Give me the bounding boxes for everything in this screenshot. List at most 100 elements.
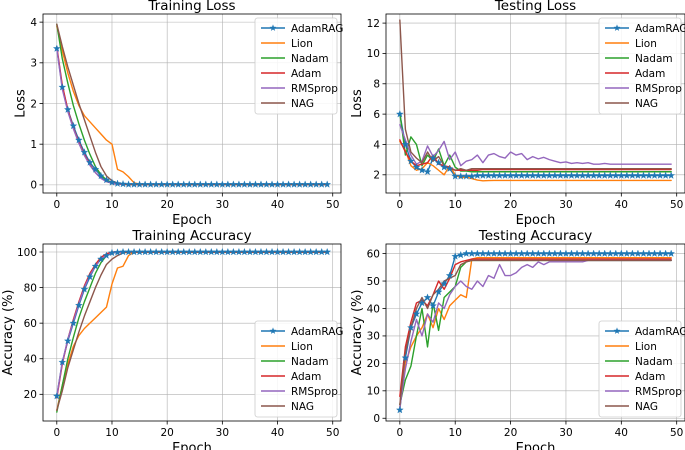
data-point-adamrag	[69, 319, 78, 327]
y-tick-label: 100	[17, 247, 37, 259]
x-tick-label: 30	[559, 199, 572, 211]
data-point-adamrag	[467, 172, 476, 180]
y-tick-label: 50	[367, 276, 380, 288]
data-point-adamrag	[323, 247, 332, 256]
x-tick-label: 10	[449, 199, 462, 211]
chart-title: Testing Accuracy	[478, 228, 592, 244]
x-tick-label: 30	[216, 427, 229, 439]
y-tick-label: 3	[30, 58, 37, 70]
data-point-adamrag	[667, 171, 675, 179]
data-point-adamrag	[58, 83, 67, 91]
data-point-adamrag	[456, 250, 465, 259]
y-tick-label: 2	[30, 98, 37, 110]
x-tick-label: 40	[615, 199, 628, 211]
chart-title: Testing Loss	[494, 0, 576, 14]
data-point-adamrag	[423, 293, 432, 301]
legend-label-nadam: Nadam	[291, 53, 329, 65]
x-tick-label: 0	[53, 427, 60, 439]
data-point-adamrag	[407, 157, 415, 165]
data-point-adamrag	[113, 179, 122, 187]
x-tick-label: 50	[670, 199, 683, 211]
x-tick-label: 0	[396, 427, 403, 439]
x-tick-label: 40	[271, 199, 284, 211]
data-point-adamrag	[97, 171, 105, 180]
legend-box	[598, 17, 682, 115]
axes-frame	[385, 243, 685, 422]
data-point-adamrag	[434, 158, 443, 166]
data-point-adamrag	[451, 252, 460, 260]
data-point-adamrag	[423, 167, 432, 176]
data-point-adamrag	[86, 272, 94, 281]
y-tick-label: 0	[373, 413, 380, 425]
legend: AdamRAG Lion Nadam Adam RMSprop NAG	[598, 320, 685, 418]
y-tick-label: 40	[367, 303, 380, 315]
legend-label-adam: Adam	[635, 68, 665, 80]
x-axis-label: Epoch	[172, 213, 212, 228]
data-point-adamrag	[119, 180, 127, 188]
y-tick-label: 20	[367, 358, 380, 370]
data-point-adamrag	[412, 163, 421, 171]
legend: AdamRAG Lion Nadam Adam RMSprop NAG	[254, 320, 343, 418]
legend-marker-adamrag	[269, 327, 277, 334]
x-tick-label: 0	[396, 199, 403, 211]
y-tick-label: 1	[30, 139, 37, 151]
data-point-adamrag	[91, 165, 100, 173]
data-point-adamrag	[396, 110, 404, 118]
legend-label-adamrag: AdamRAG	[291, 23, 343, 35]
series-line-rmsprop	[399, 124, 672, 167]
data-point-adamrag	[58, 358, 67, 366]
data-point-adamrag	[412, 309, 421, 318]
y-tick-label: 30	[367, 331, 380, 343]
legend-label-lion: Lion	[635, 38, 657, 50]
y-tick-label: 2	[373, 170, 380, 182]
data-point-adamrag	[445, 271, 454, 279]
y-tick-label: 60	[24, 318, 37, 330]
data-point-adamrag	[52, 392, 61, 400]
legend-label-lion: Lion	[291, 341, 313, 353]
x-tick-label: 30	[559, 427, 572, 439]
data-point-adamrag	[401, 353, 410, 362]
data-point-adamrag	[108, 178, 116, 186]
legend-label-nadam: Nadam	[635, 53, 673, 65]
legend-label-adam: Adam	[291, 68, 321, 80]
legend: AdamRAG Lion Nadam Adam RMSprop NAG	[598, 17, 685, 115]
x-tick-label: 20	[160, 427, 173, 439]
legend-label-lion: Lion	[635, 341, 657, 353]
x-axis-label: Epoch	[516, 441, 556, 450]
data-point-adamrag	[396, 405, 404, 414]
legend-label-rmsprop: RMSprop	[291, 83, 338, 95]
x-axis-label: Epoch	[516, 213, 556, 228]
data-point-adamrag	[667, 249, 675, 257]
series-layer	[396, 249, 675, 414]
legend-label-nadam: Nadam	[635, 356, 673, 368]
data-point-adamrag	[429, 154, 437, 162]
x-tick-label: 40	[271, 427, 284, 439]
legend-label-nag: NAG	[291, 401, 314, 413]
data-point-adamrag	[75, 136, 83, 144]
data-point-adamrag	[91, 262, 100, 270]
legend-label-nag: NAG	[635, 401, 658, 413]
legend-marker-adamrag	[269, 24, 277, 31]
y-tick-label: 20	[24, 389, 37, 401]
series-line-lion	[399, 140, 672, 182]
data-point-adamrag	[86, 158, 94, 166]
y-axis-label: Loss	[14, 89, 29, 118]
legend: AdamRAG Lion Nadam Adam RMSprop NAG	[254, 17, 343, 115]
legend-label-adamrag: AdamRAG	[635, 23, 685, 35]
data-point-adamrag	[75, 301, 83, 309]
x-tick-label: 50	[326, 199, 339, 211]
series-line-nadam	[399, 111, 672, 173]
series-line-lion	[399, 257, 672, 408]
y-tick-label: 6	[373, 109, 380, 121]
legend-label-adam: Adam	[635, 371, 665, 383]
data-point-adamrag	[407, 323, 415, 331]
y-tick-label: 8	[373, 79, 380, 91]
y-tick-label: 0	[30, 180, 37, 192]
y-tick-label: 4	[30, 17, 37, 29]
legend-label-rmsprop: RMSprop	[291, 386, 338, 398]
x-tick-label: 0	[53, 199, 60, 211]
data-point-adamrag	[63, 105, 72, 113]
x-axis-label: Epoch	[172, 441, 212, 450]
x-tick-label: 40	[615, 427, 628, 439]
